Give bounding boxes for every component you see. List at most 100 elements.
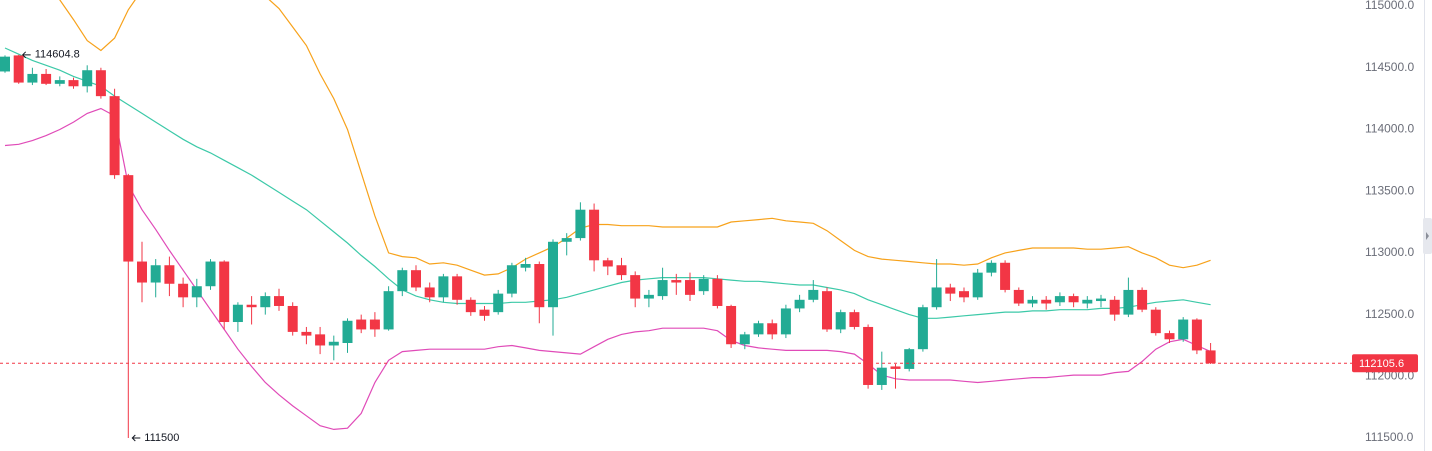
candle-body [109,96,120,176]
candle-body [0,56,10,72]
candle-body [1109,299,1120,315]
candle-body [1027,299,1038,304]
candle-body [643,294,654,299]
candle-body [328,341,339,346]
candle-body [712,278,723,306]
candle-body [1137,289,1148,310]
annotation-label: 114604.8 [35,49,80,61]
candle-body [246,304,257,308]
candle-body [13,55,24,83]
candle-body [534,264,545,308]
y-tick-label: 114000.0 [1365,122,1414,136]
candle-body [863,326,874,385]
y-tick-label: 111500.0 [1365,430,1414,444]
candle-body [150,265,161,283]
y-tick-label: 113500.0 [1365,183,1414,197]
candle-body [904,349,915,369]
candle-body [959,291,969,298]
candle-body [685,280,695,295]
candle-body [397,270,408,292]
y-tick-label: 115000.0 [1365,0,1414,12]
scroll-arrow [1426,232,1429,240]
candle-body [1000,262,1011,290]
candle-body [369,319,380,330]
candle-body [972,272,983,298]
candle-body [835,312,846,330]
band-line [4,107,1211,431]
y-tick-label: 112500.0 [1365,307,1414,321]
candle-body [822,291,832,330]
candle-body [657,280,668,297]
candle-body [726,305,737,345]
annotation-arrow [21,51,31,59]
candle-body [1123,289,1134,315]
candle-body [876,367,887,385]
candle-body [1164,333,1175,340]
candle-body [1013,289,1024,304]
candle-body [917,307,928,350]
candle-body [767,323,778,335]
candle-body [164,265,175,284]
candle-body [616,265,627,276]
y-tick-label: 114500.0 [1365,60,1414,74]
candle-body [808,289,819,300]
candle-body [54,80,65,84]
candle-body [178,283,189,298]
candle-body [1068,296,1079,303]
candle-body [411,270,421,288]
candle-body [493,293,504,313]
candle-body [561,238,572,242]
candle-body [794,299,805,309]
candle-body [95,70,106,97]
candle-body [575,209,586,239]
candle-body [342,320,353,344]
candle-body [191,286,202,298]
candle-body [753,323,764,335]
candle-body [82,70,93,87]
candle-body [1054,296,1065,303]
candle-body [589,209,600,261]
candle-body [1096,298,1106,302]
candle-body [698,278,709,292]
candle-body [205,261,216,287]
candle-body [1041,299,1052,304]
candle-body [479,309,490,316]
candle-body [1150,309,1161,334]
candle-body [739,334,750,345]
candle-body [506,265,517,294]
candle-body [315,334,326,346]
candle-body [137,261,147,283]
candle-body [287,305,298,332]
candle-body [232,304,243,323]
candle-body [602,260,613,267]
annotation-label: 111500 [144,432,179,444]
candle-body [68,80,79,87]
candle-body [438,276,449,298]
candle-body [849,312,860,327]
candle-body [986,262,997,273]
candle-body [520,264,531,268]
plot-area [0,0,1216,439]
candle-body [383,291,394,330]
last-price-box [1352,354,1418,373]
candle-body [548,241,558,308]
candle-body [452,276,463,300]
candle-body [945,287,956,294]
annotation-arrow [131,434,141,442]
candle-body [260,296,271,308]
band-line [4,47,1211,319]
candle-body [301,331,312,336]
candle-body [424,287,435,298]
candle-body [890,366,901,369]
candle-body [465,299,476,313]
candle-body [630,275,641,299]
candle-body [219,261,230,323]
candle-body [780,308,791,335]
candle-body [356,319,367,330]
candle-body [1178,319,1189,340]
candle-body [27,73,38,83]
candle-body [274,296,284,306]
y-tick-label: 113000.0 [1365,245,1414,259]
band-line [59,0,1211,276]
